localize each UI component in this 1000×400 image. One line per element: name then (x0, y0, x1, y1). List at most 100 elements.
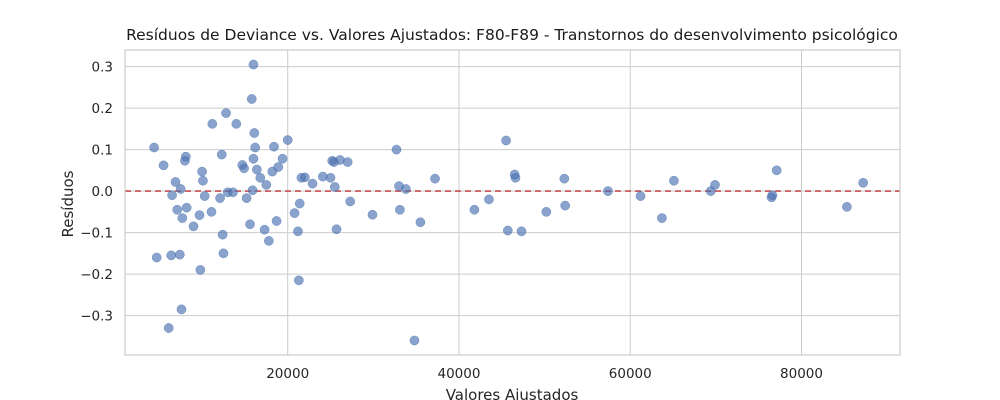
data-point (269, 141, 279, 152)
y-tick-label: −0.1 (80, 226, 113, 242)
data-point (198, 175, 208, 186)
data-point (293, 275, 304, 286)
y-tick-label: −0.3 (80, 309, 113, 325)
data-point (559, 173, 570, 184)
data-point (345, 196, 356, 207)
y-tick-label: −0.2 (80, 267, 113, 283)
data-point (249, 128, 260, 138)
data-point (216, 149, 227, 160)
data-point (241, 193, 252, 203)
data-point (218, 248, 229, 259)
data-point (195, 265, 206, 275)
data-point (217, 229, 228, 240)
data-point (767, 190, 778, 201)
data-point (206, 206, 217, 217)
y-axis-label: Resíduos (59, 170, 77, 237)
data-point (264, 236, 274, 246)
data-point (415, 217, 426, 228)
data-point (149, 142, 159, 153)
plot-frame (124, 49, 901, 356)
chart-title: Resíduos de Deviance vs. Valores Ajustad… (126, 26, 898, 44)
data-point (181, 202, 192, 213)
data-point (252, 164, 262, 175)
data-point (401, 184, 411, 194)
data-point (560, 200, 571, 211)
data-point (199, 191, 210, 201)
data-point (516, 226, 527, 237)
data-point (657, 213, 667, 223)
data-point (469, 204, 480, 215)
data-point (231, 119, 242, 129)
data-point (176, 304, 187, 315)
data-point (246, 94, 257, 104)
data-point (395, 204, 405, 215)
data-point (239, 163, 249, 174)
data-point (215, 193, 225, 203)
data-point (299, 172, 310, 183)
data-point (250, 142, 261, 153)
x-tick-label: 80000 (780, 366, 823, 382)
data-point (194, 210, 205, 221)
data-point (603, 186, 613, 196)
data-point (510, 172, 521, 183)
data-point (175, 184, 186, 194)
data-point (367, 209, 378, 220)
data-point (261, 180, 272, 190)
data-point (271, 216, 282, 226)
data-point (342, 157, 353, 167)
grid-layer (125, 50, 900, 355)
data-point (842, 202, 852, 212)
data-point (188, 221, 199, 232)
data-point (170, 177, 181, 187)
data-point (409, 335, 420, 346)
y-tick-label: 0.3 (92, 60, 113, 76)
x-tick-label: 20000 (266, 366, 309, 382)
x-axis-label: Valores Ajustados (446, 386, 579, 400)
data-point (858, 177, 869, 188)
data-point (669, 175, 679, 186)
data-point (325, 172, 336, 183)
data-point (207, 119, 218, 129)
data-point (248, 59, 259, 70)
y-tick-label: 0.2 (92, 101, 113, 117)
data-point (166, 250, 177, 261)
data-point (273, 162, 284, 172)
data-point (163, 323, 174, 333)
data-point (502, 225, 513, 236)
data-point (247, 185, 258, 196)
data-point (255, 172, 266, 183)
data-point (245, 219, 255, 230)
data-point (501, 135, 511, 146)
data-point (331, 224, 342, 235)
data-point (158, 160, 169, 171)
data-point (430, 173, 440, 184)
data-point (710, 180, 720, 190)
data-point (282, 135, 293, 145)
data-point (151, 252, 162, 263)
data-point (177, 213, 188, 223)
data-point (228, 187, 238, 198)
data-point (391, 144, 402, 155)
data-point (174, 249, 185, 260)
data-point (293, 226, 303, 237)
data-point (259, 224, 270, 235)
data-point (277, 153, 288, 164)
y-tick-label: 0.1 (92, 143, 113, 159)
data-point (771, 165, 782, 176)
data-point (635, 191, 646, 201)
x-tick-label: 60000 (609, 366, 652, 382)
x-tick-label: 40000 (438, 366, 481, 382)
data-point (294, 198, 305, 209)
data-point (167, 190, 177, 201)
data-point (329, 182, 340, 192)
data-point (307, 178, 318, 189)
data-point (197, 166, 207, 177)
data-point (484, 194, 494, 205)
data-point (180, 151, 191, 162)
data-points (149, 59, 869, 346)
data-point (248, 153, 259, 164)
data-point (172, 204, 183, 215)
data-point (221, 108, 231, 118)
y-tick-label: 0.0 (92, 184, 113, 200)
